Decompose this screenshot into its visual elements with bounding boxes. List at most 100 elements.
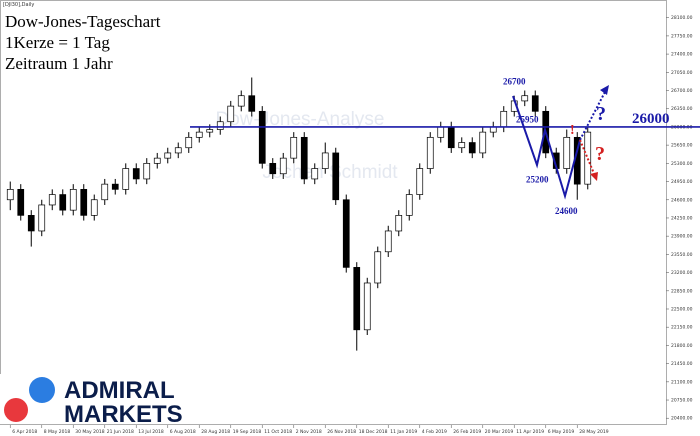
candle-body [216,121,224,130]
y-tick-label: 26350.00 [671,106,693,112]
candle-body [227,105,235,123]
title: 1Kerze = 1 Tag [5,33,110,52]
level-label: 25950 [516,115,539,125]
candle-body [80,189,88,216]
x-tick-label: 28 Aug 2018 [201,429,230,435]
x-tick-label: 11 Apr 2019 [516,429,544,435]
candle-body [48,194,56,206]
x-tick-label: 11 Jan 2019 [390,429,417,435]
candle-body [164,152,172,159]
level-label: 26700 [503,77,526,87]
x-tick-label: 13 Jul 2018 [138,429,164,435]
question-mark: ? [595,143,605,165]
x-tick-label: 18 Dec 2018 [359,429,388,435]
level-label: 25200 [526,175,549,185]
candle-body [174,147,182,154]
candle-body [321,152,329,169]
candle-body [90,199,98,216]
candle-body [332,152,340,201]
x-tick-label: 26 Feb 2019 [453,429,481,435]
candle-body [101,183,109,201]
x-tick-label: 11 Oct 2018 [264,429,292,435]
y-tick-label: 22150.00 [671,325,693,331]
logo-text: MARKETS [64,401,183,428]
candle-body [69,189,77,211]
x-tick-label: 26 Nov 2018 [327,429,356,435]
candle-body [458,142,466,149]
x-tick-label: 21 Jun 2018 [107,429,134,435]
candle-body [206,129,214,133]
candle-body [59,194,67,211]
question-mark: ? [596,103,606,125]
arrow-head [590,172,598,181]
candle-body [153,157,161,164]
candle-body [122,168,130,190]
x-tick-label: 4 Feb 2019 [422,429,447,435]
symbol-label: [DJI30],Daily [3,2,34,8]
y-tick-label: 27050.00 [671,70,693,76]
candle-body [363,282,371,331]
resistance-label: 26000 [632,111,670,127]
candle-body [447,126,455,149]
candle-body [258,110,266,164]
candle-body [269,162,277,175]
candle-body [500,110,508,128]
candle-body [405,194,413,216]
candle-body [279,157,287,175]
watermark: Jochen Schmidt [262,162,398,183]
candle-body [426,136,434,169]
x-tick-label: 19 Sep 2018 [233,429,262,435]
pattern-line [512,95,581,200]
y-tick-label: 24250.00 [671,215,693,221]
candle-body [531,95,539,112]
candle-body [353,267,361,331]
candle-body [584,131,592,185]
candle-body [479,131,487,154]
y-tick-label: 28100.00 [671,15,693,21]
arrow-head [600,85,609,95]
candle-body [38,204,46,232]
candle-body [437,126,445,138]
x-tick-label: 6 Apr 2018 [12,429,37,435]
x-tick-label: 30 May 2018 [75,429,104,435]
y-tick-label: 25650.00 [671,143,693,149]
candle-body [195,131,203,138]
y-tick-label: 25300.00 [671,161,693,167]
candle-body [342,199,350,268]
candle-body [300,136,308,180]
watermark: Dow-Jones-Analyse [216,109,385,130]
y-tick-label: 21450.00 [671,361,693,367]
title: Dow-Jones-Tageschart [5,12,161,31]
candle-body [27,215,35,232]
candle-body [395,215,403,232]
x-tick-label: 6 Aug 2018 [170,429,196,435]
arrow-down [579,139,596,177]
candle-body [248,95,256,112]
candle-body [185,136,193,149]
candle-body [17,189,25,216]
y-tick-label: 22850.00 [671,288,693,294]
candle-body [468,142,476,154]
logo-text: ADMIRAL [64,377,175,404]
candle-body [237,95,245,107]
x-tick-label: 8 May 2018 [44,429,71,435]
y-tick-label: 24950.00 [671,179,693,185]
title: Zeitraum 1 Jahr [5,54,113,73]
y-tick-label: 24600.00 [671,197,693,203]
candle-body [311,168,319,180]
y-tick-label: 23200.00 [671,270,693,276]
y-tick-label: 27400.00 [671,52,693,58]
y-tick-label: 21100.00 [671,379,693,385]
x-tick-label: 28 May 2019 [579,429,608,435]
y-tick-label: 26700.00 [671,88,693,94]
candle-body [132,168,140,180]
y-tick-label: 20750.00 [671,398,693,404]
question-mark: ! [570,123,575,138]
y-tick-label: 21800.00 [671,343,693,349]
level-label: 24600 [555,206,578,216]
candle-body [6,189,14,201]
candle-body [111,183,119,190]
x-tick-label: 2 Nov 2018 [296,429,322,435]
